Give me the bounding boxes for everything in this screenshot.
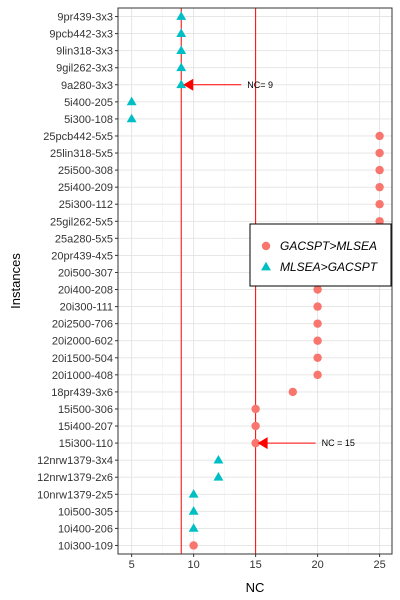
annotation-label: NC= 9	[247, 80, 273, 90]
y-axis-ticks: 9pr439-3x3 9pcb442-3x3 9lin318-3x3 9gil262-…	[37, 12, 118, 552]
data-point-circle	[313, 336, 322, 345]
data-point-triangle	[188, 523, 199, 532]
annotations: NC= 9 NC = 15	[183, 78, 355, 450]
y-tick-label: 15i500-306	[58, 404, 113, 416]
y-tick-label: 20i2000-602	[52, 336, 113, 348]
data-point-triangle	[176, 45, 187, 55]
data-point-circle	[375, 165, 384, 175]
y-tick-label: 25a280-5x5	[55, 233, 113, 245]
legend-key-triangle	[261, 261, 271, 271]
legend-box	[249, 223, 392, 287]
data-point-circle	[189, 541, 198, 550]
y-tick-label: 20i400-208	[58, 285, 113, 297]
data-point-circle	[375, 148, 384, 158]
y-tick-label: 18pr439-3x6	[51, 387, 113, 399]
data-point-circle	[313, 370, 322, 380]
x-tick-label: 5	[129, 559, 135, 571]
data-point-circle	[375, 131, 384, 141]
data-point-triangle	[213, 454, 224, 464]
data-point-circle	[313, 302, 322, 311]
y-tick-label: 10nrw1379-2x5	[37, 489, 113, 501]
y-tick-label: 20i300-111	[60, 302, 113, 314]
x-tick-label: 20	[311, 559, 323, 571]
data-point-triangle	[188, 489, 199, 498]
y-tick-label: 20i500-307	[58, 267, 113, 279]
y-tick-label: 20i1000-408	[52, 370, 113, 382]
y-tick-label: 25i300-112	[59, 199, 113, 211]
y-tick-label: 20i1500-504	[52, 353, 113, 365]
data-point-triangle	[176, 79, 187, 89]
data-point-triangle	[176, 28, 187, 37]
y-tick-label: 9lin318-3x3	[56, 46, 113, 58]
y-tick-label: 20i2500-706	[52, 319, 113, 331]
data-point-circle	[375, 200, 384, 209]
y-axis-title: Instances	[8, 253, 23, 309]
panel-border	[117, 7, 393, 555]
y-tick-label: 25i500-308	[58, 165, 113, 177]
data-point-circle	[251, 438, 260, 448]
grid	[118, 8, 392, 554]
data-point-circle	[313, 319, 322, 328]
data-point-triangle	[176, 62, 187, 72]
y-tick-label: 9a280-3x3	[61, 80, 113, 92]
legend-label: GACSPT>MLSEA	[280, 239, 377, 253]
y-tick-label: 25gil262-5x5	[50, 216, 113, 228]
y-tick-label: 9pcb442-3x3	[49, 29, 113, 41]
y-tick-label: 15i300-110	[59, 438, 113, 450]
data-point-triangle	[126, 113, 137, 123]
y-tick-label: 12nrw1379-3x4	[37, 455, 113, 467]
y-tick-label: 25lin318-5x5	[50, 148, 113, 160]
y-tick-label: 5i300-108	[64, 114, 113, 126]
x-tick-label: 25	[373, 559, 385, 571]
x-axis-title: NC	[246, 580, 265, 595]
legend-key-circle	[261, 241, 271, 251]
legend-label: MLSEA>GACSPT	[280, 260, 379, 274]
y-tick-label: 9gil262-3x3	[56, 63, 113, 75]
y-tick-label: 15i400-207	[58, 421, 113, 433]
y-tick-label: 10i400-206	[58, 523, 113, 535]
data-point-circle	[251, 404, 260, 414]
legend: GACSPT>MLSEA MLSEA>GACSPT	[249, 223, 392, 287]
annotation-label: NC = 15	[322, 438, 355, 448]
y-tick-label: 25pcb442-5x5	[43, 131, 113, 143]
data-point-triangle	[176, 11, 187, 20]
y-tick-label: 10i300-109	[58, 540, 113, 552]
y-tick-label: 25i400-209	[58, 182, 113, 194]
y-tick-label: 5i400-205	[64, 97, 113, 109]
data-point-circle	[288, 387, 298, 397]
data-point-triangle	[188, 506, 199, 515]
annotation-arrow-head	[257, 437, 268, 450]
data-point-triangle	[126, 96, 137, 106]
x-tick-label: 15	[249, 559, 261, 571]
y-tick-label: 12nrw1379-2x6	[37, 472, 113, 484]
x-axis-ticks: 5 10 15 20 25	[129, 554, 386, 571]
x-tick-label: 10	[188, 559, 200, 571]
data-point-circle	[375, 217, 384, 226]
annotation-arrow-head	[183, 78, 194, 91]
data-point-circle	[251, 421, 260, 431]
y-tick-label: 10i500-305	[58, 506, 113, 518]
data-point-triangle	[213, 472, 224, 481]
data-point-circle	[313, 285, 322, 294]
y-tick-label: 20pr439-4x5	[51, 250, 113, 262]
y-tick-label: 9pr439-3x3	[57, 12, 113, 24]
data-point-circle	[375, 182, 384, 192]
data-point-circle	[313, 353, 322, 362]
